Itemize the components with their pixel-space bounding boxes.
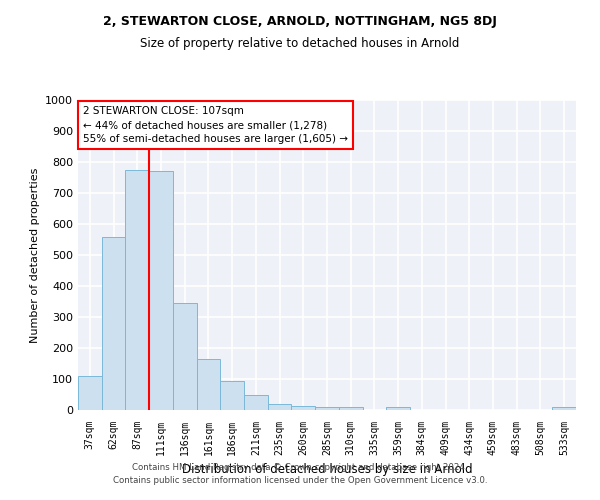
Y-axis label: Number of detached properties: Number of detached properties (29, 168, 40, 342)
Bar (102, 237, 125, 410)
Bar (315, 407, 339, 410)
Bar (197, 360, 220, 410)
Bar (220, 380, 244, 410)
Text: 2 STEWARTON CLOSE: 107sqm
← 44% of detached houses are smaller (1,278)
55% of se: 2 STEWARTON CLOSE: 107sqm ← 44% of detac… (83, 106, 348, 144)
Text: Size of property relative to detached houses in Arnold: Size of property relative to detached ho… (140, 38, 460, 51)
Bar (552, 407, 576, 410)
Bar (339, 407, 362, 410)
Bar (125, 170, 149, 410)
X-axis label: Distribution of detached houses by size in Arnold: Distribution of detached houses by size … (182, 464, 472, 476)
Bar (173, 303, 197, 410)
Text: Contains HM Land Registry data © Crown copyright and database right 2024.
Contai: Contains HM Land Registry data © Crown c… (113, 464, 487, 485)
Bar (78, 376, 102, 410)
Bar (244, 394, 268, 410)
Bar (268, 404, 292, 410)
Bar (292, 406, 315, 410)
Text: 2, STEWARTON CLOSE, ARNOLD, NOTTINGHAM, NG5 8DJ: 2, STEWARTON CLOSE, ARNOLD, NOTTINGHAM, … (103, 15, 497, 28)
Bar (386, 407, 410, 410)
Bar (149, 172, 173, 410)
